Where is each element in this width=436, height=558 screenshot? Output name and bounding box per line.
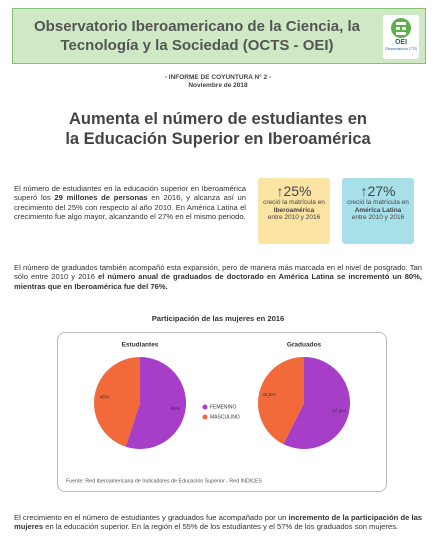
legend-swatch [202, 404, 208, 410]
paragraph: El número de estudiantes en la educación… [14, 184, 246, 221]
bold-text: el número anual de graduados de doctorad… [14, 272, 422, 291]
period: entre 2010 y 2016 [267, 214, 321, 222]
arrow: ↑ [276, 183, 284, 199]
bold-text: 29 millones de personas [54, 193, 148, 203]
callout: ↑27% creció la matrícula en América Latina… [342, 178, 414, 244]
pie-slice [283, 357, 350, 449]
legend-swatch [202, 414, 208, 420]
pie-slice [93, 357, 140, 447]
text: creció la matrícula en [347, 199, 409, 206]
arrow: ↑ [360, 183, 368, 199]
pie-title: Graduados [287, 342, 322, 349]
slice-label: 45% [100, 395, 110, 401]
logo-icon [391, 18, 411, 38]
period: entre 2010 y 2016 [351, 214, 405, 222]
figure: Estudiantes 55% 45% Graduados 57,4% 42,6% FEME… [57, 332, 387, 492]
headline: Aumenta el número de estudiantes en la E… [65, 110, 371, 148]
pie-slice [125, 357, 186, 449]
highlight: Iberoamérica [273, 206, 315, 214]
pie-charts: Estudiantes 55% 45% Graduados 57,4% 42,6% FEME… [66, 342, 350, 484]
text: El número de graduados también acompañó … [14, 263, 422, 282]
slice-label: 55% [171, 406, 181, 412]
text: El crecimiento en el número de estudiant… [14, 513, 289, 522]
header: Observatorio Iberoamericano de la Cienci… [12, 8, 426, 64]
legend-label: FEMENINO [210, 404, 237, 410]
highlight: América Latina [354, 206, 402, 214]
legend-label: MASCULINO [210, 414, 240, 420]
slice-label: 42,6% [262, 392, 276, 398]
value: 27% [367, 183, 396, 199]
report-series: - INFORME DE COYUNTURA N° 2 - [164, 74, 272, 81]
callout-value: ↑27% [342, 183, 414, 199]
callout-text: creció la matrícula en América Latina entr… [342, 199, 414, 222]
logo: OEI Observatorio CTS [383, 15, 419, 59]
pie-title: Estudiantes [122, 342, 159, 349]
bold-text: incremento de la participación de las mu… [14, 513, 423, 532]
text: en 2016, y alcanza así un crecimiento de… [14, 193, 246, 221]
report-info: - INFORME DE COYUNTURA N° 2 - Noviembre … [0, 74, 436, 90]
logo-name: OEI [394, 39, 408, 46]
pie-slice [258, 357, 304, 445]
figure-title: Participación de las mujeres en 2016 [151, 314, 285, 323]
slice-label: 57,4% [332, 409, 346, 415]
report-date: Noviembre de 2018 [188, 82, 248, 89]
text: en la educación superior. En la región e… [43, 522, 399, 532]
value: 25% [283, 183, 312, 199]
logo-subtitle: Observatorio CTS [384, 46, 417, 51]
header-title: Observatorio Iberoamericano de la Cienci… [34, 18, 360, 54]
callout-value: ↑25% [258, 183, 330, 199]
paragraph: El crecimiento en el número de estudiant… [14, 513, 422, 532]
text: El número de estudiantes en la educación… [14, 184, 246, 203]
source: Fuente: Red Iberoamericana de Indicadore… [66, 478, 263, 484]
paragraph: El número de graduados también acompañó … [14, 263, 422, 291]
callout: ↑25% creció la matrícula en Iberoamérica en… [258, 178, 330, 244]
callout-text: creció la matrícula en Iberoamérica entre … [258, 199, 330, 222]
text: creció la matrícula en [263, 199, 325, 206]
